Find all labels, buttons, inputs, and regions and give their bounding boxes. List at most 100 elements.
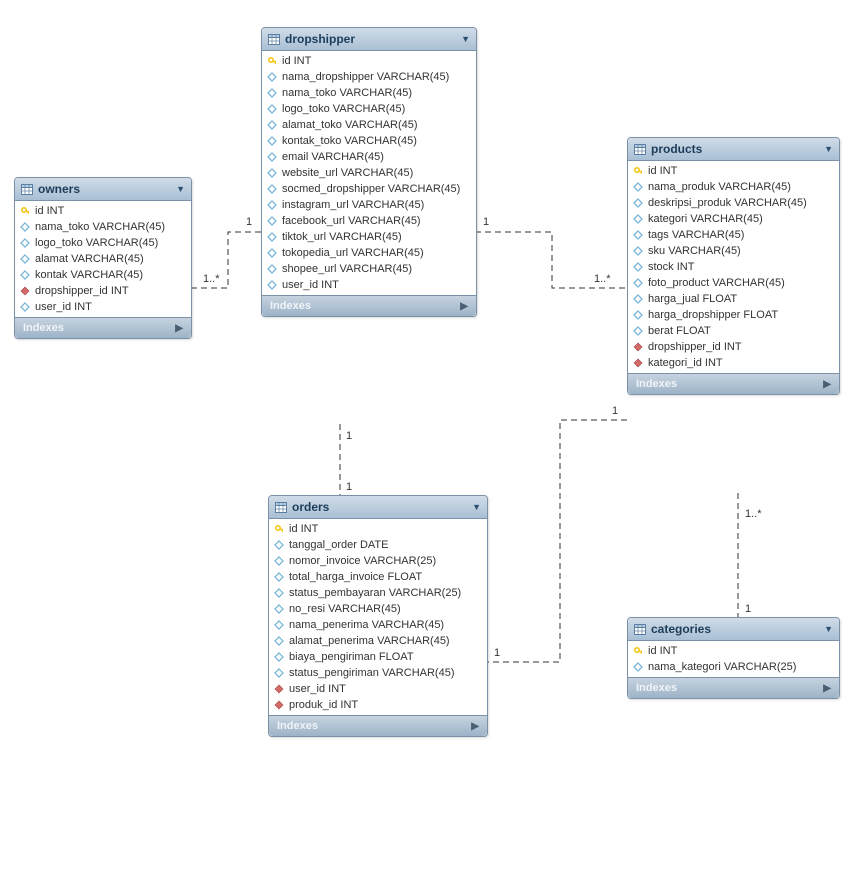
entity-columns-orders: id INTtanggal_order DATEnomor_invoice VA… xyxy=(269,519,487,715)
column-orders-tanggal_order: tanggal_order DATE xyxy=(269,537,487,553)
column-type: INT xyxy=(294,55,312,67)
col-diamond-icon xyxy=(273,619,285,631)
indexes-label: Indexes xyxy=(270,300,311,312)
entity-categories[interactable]: categories▼id INTnama_kategori VARCHAR(2… xyxy=(627,617,840,699)
indexes-bar[interactable]: Indexes▶ xyxy=(262,295,476,316)
column-label: kategori_id xyxy=(648,357,702,369)
table-icon xyxy=(268,34,280,45)
collapse-icon[interactable]: ▼ xyxy=(824,624,833,634)
column-label: socmed_dropshipper xyxy=(282,183,385,195)
column-orders-total_harga_invoice: total_harga_invoice FLOAT xyxy=(269,569,487,585)
fk-diamond-icon xyxy=(273,683,285,695)
column-dropshipper-logo_toko: logo_toko VARCHAR(45) xyxy=(262,101,476,117)
column-type: INT xyxy=(328,683,346,695)
column-products-harga_jual: harga_jual FLOAT xyxy=(628,291,839,307)
column-label: user_id xyxy=(289,683,325,695)
col-diamond-icon xyxy=(273,555,285,567)
entity-header-orders[interactable]: orders▼ xyxy=(269,496,487,519)
entity-dropshipper[interactable]: dropshipper▼id INTnama_dropshipper VARCH… xyxy=(261,27,477,317)
column-type: VARCHAR(45) xyxy=(382,667,455,679)
entity-products[interactable]: products▼id INTnama_produk VARCHAR(45)de… xyxy=(627,137,840,395)
column-type: FLOAT xyxy=(676,325,711,337)
column-type: VARCHAR(45) xyxy=(672,229,745,241)
column-label: facebook_url xyxy=(282,215,345,227)
column-label: nomor_invoice xyxy=(289,555,361,567)
column-type: VARCHAR(45) xyxy=(71,253,144,265)
col-diamond-icon xyxy=(266,247,278,259)
column-type: FLOAT xyxy=(743,309,778,321)
col-diamond-icon xyxy=(632,197,644,209)
column-type: VARCHAR(45) xyxy=(340,87,413,99)
column-label: user_id xyxy=(35,301,71,313)
col-diamond-icon xyxy=(266,103,278,115)
collapse-icon[interactable]: ▼ xyxy=(461,34,470,44)
column-label: id xyxy=(648,645,657,657)
cardinality-label: 1 xyxy=(745,603,751,615)
column-products-nama_produk: nama_produk VARCHAR(45) xyxy=(628,179,839,195)
column-type: VARCHAR(45) xyxy=(328,603,401,615)
column-dropshipper-nama_toko: nama_toko VARCHAR(45) xyxy=(262,85,476,101)
column-type: VARCHAR(45) xyxy=(352,199,425,211)
entity-header-owners[interactable]: owners ▼ xyxy=(15,178,191,201)
fk-diamond-icon xyxy=(632,341,644,353)
column-label: kategori xyxy=(648,213,687,225)
collapse-icon[interactable]: ▼ xyxy=(824,144,833,154)
column-label: dropshipper_id xyxy=(648,341,721,353)
column-dropshipper-tiktok_url: tiktok_url VARCHAR(45) xyxy=(262,229,476,245)
collapse-icon[interactable]: ▼ xyxy=(472,502,481,512)
indexes-label: Indexes xyxy=(23,322,64,334)
column-products-dropshipper_id: dropshipper_id INT xyxy=(628,339,839,355)
column-dropshipper-tokopedia_url: tokopedia_url VARCHAR(45) xyxy=(262,245,476,261)
entity-header-products[interactable]: products ▼ xyxy=(628,138,839,161)
cardinality-label: 1 xyxy=(346,481,352,493)
column-type: DATE xyxy=(360,539,389,551)
column-label: biaya_pengiriman xyxy=(289,651,376,663)
column-owners-kontak: kontak VARCHAR(45) xyxy=(15,267,191,283)
expand-icon: ▶ xyxy=(823,683,831,694)
column-label: nama_penerima xyxy=(289,619,369,631)
entity-header-dropshipper[interactable]: dropshipper▼ xyxy=(262,28,476,51)
collapse-icon[interactable]: ▼ xyxy=(176,184,185,194)
fk-diamond-icon xyxy=(632,357,644,369)
column-type: VARCHAR(45) xyxy=(351,247,424,259)
indexes-label: Indexes xyxy=(636,682,677,694)
col-diamond-icon xyxy=(632,277,644,289)
col-diamond-icon xyxy=(19,253,31,265)
column-type: VARCHAR(45) xyxy=(377,71,450,83)
col-diamond-icon xyxy=(273,587,285,599)
column-type: VARCHAR(45) xyxy=(311,151,384,163)
entity-header-categories[interactable]: categories▼ xyxy=(628,618,839,641)
column-type: VARCHAR(25) xyxy=(724,661,797,673)
indexes-bar[interactable]: Indexes▶ xyxy=(628,373,839,394)
column-owners-nama_toko: nama_toko VARCHAR(45) xyxy=(15,219,191,235)
column-owners-alamat: alamat VARCHAR(45) xyxy=(15,251,191,267)
column-dropshipper-nama_dropshipper: nama_dropshipper VARCHAR(45) xyxy=(262,69,476,85)
entity-title: products xyxy=(651,142,702,156)
column-dropshipper-socmed_dropshipper: socmed_dropshipper VARCHAR(45) xyxy=(262,181,476,197)
indexes-bar[interactable]: Indexes▶ xyxy=(269,715,487,736)
table-icon xyxy=(21,184,33,195)
entity-owners[interactable]: owners▼id INTnama_toko VARCHAR(45)logo_t… xyxy=(14,177,192,339)
column-orders-no_resi: no_resi VARCHAR(45) xyxy=(269,601,487,617)
cardinality-label: 1 xyxy=(494,647,500,659)
col-diamond-icon xyxy=(632,261,644,273)
column-label: kontak_toko xyxy=(282,135,341,147)
col-diamond-icon xyxy=(19,237,31,249)
column-type: VARCHAR(45) xyxy=(333,103,406,115)
indexes-bar[interactable]: Indexes ▶ xyxy=(628,677,839,698)
column-orders-biaya_pengiriman: biaya_pengiriman FLOAT xyxy=(269,649,487,665)
column-type: VARCHAR(45) xyxy=(86,237,159,249)
column-type: INT xyxy=(111,285,129,297)
indexes-bar[interactable]: Indexes▶ xyxy=(15,317,191,338)
entity-orders[interactable]: orders▼id INTtanggal_order DATEnomor_inv… xyxy=(268,495,488,737)
column-type: VARCHAR(45) xyxy=(341,167,414,179)
column-type: VARCHAR(45) xyxy=(712,277,785,289)
column-type: VARCHAR(45) xyxy=(668,245,741,257)
column-type: VARCHAR(45) xyxy=(344,135,417,147)
column-label: nama_toko xyxy=(35,221,89,233)
column-orders-user_id: user_id INT xyxy=(269,681,487,697)
fk-diamond-icon xyxy=(19,285,31,297)
entity-columns-dropshipper: id INTnama_dropshipper VARCHAR(45)nama_t… xyxy=(262,51,476,295)
column-label: no_resi xyxy=(289,603,325,615)
entity-title: owners xyxy=(38,182,80,196)
